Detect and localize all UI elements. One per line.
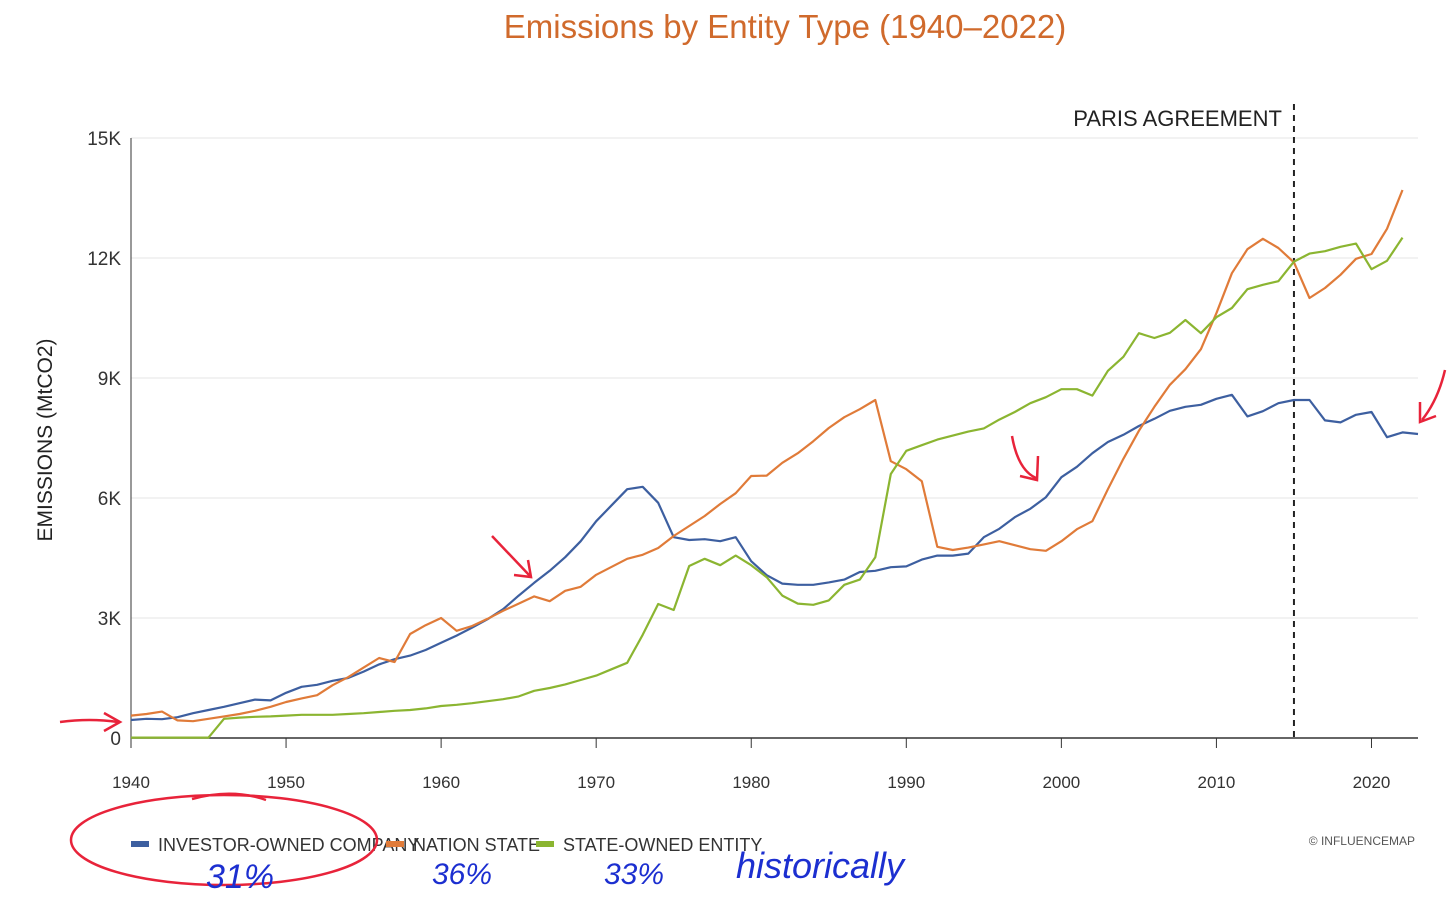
legend-label-state-owned-entity: STATE-OWNED ENTITY <box>563 835 762 855</box>
gridlines <box>130 137 1418 739</box>
red-arrow-annotation <box>1418 369 1447 424</box>
x-tick-label: 1940 <box>112 773 150 792</box>
legend-label-investor-owned-company: INVESTOR-OWNED COMPANY <box>158 835 419 855</box>
red-arrow-annotation <box>491 535 533 579</box>
red-arrow-annotation <box>59 711 123 733</box>
series-lines <box>130 189 1419 739</box>
series-line-nation-state <box>130 189 1404 723</box>
red-arrow-annotation <box>1010 435 1040 482</box>
handwritten-historically-note: historically <box>736 845 906 886</box>
y-axis-label: EMISSIONS (MtCO2) <box>34 338 57 541</box>
paris-agreement-marker: PARIS AGREEMENT <box>1073 104 1295 738</box>
x-tick-label: 1980 <box>732 773 770 792</box>
handwritten-state-percent: 33% <box>604 858 664 891</box>
series-line-state-owned-entity <box>131 236 1404 739</box>
x-tick-label: 1960 <box>422 773 460 792</box>
paris-agreement-label: PARIS AGREEMENT <box>1073 106 1282 131</box>
legend-label-nation-state: NATION STATE <box>413 835 540 855</box>
series-line-investor-owned-company <box>130 393 1419 722</box>
y-tick-label: 9K <box>98 369 122 390</box>
x-tick-label: 2020 <box>1353 773 1391 792</box>
y-tick-label: 15K <box>87 129 121 150</box>
x-tick-label: 1990 <box>887 773 925 792</box>
x-tick-labels: 1940 1950 1960 1970 1980 1990 2000 2010 2020 <box>112 738 1390 792</box>
handwritten-investor-percent: 31% <box>206 858 274 896</box>
legend-swatch-state-owned-entity <box>536 841 554 847</box>
y-tick-label: 12K <box>87 249 121 270</box>
credit-text: © INFLUENCEMAP <box>1309 834 1415 848</box>
handwritten-annotations: 31% 36% 33% historically <box>59 369 1447 896</box>
x-tick-label: 1970 <box>577 773 615 792</box>
x-tick-label: 2010 <box>1198 773 1236 792</box>
y-tick-label: 0 <box>110 729 121 750</box>
legend-swatch-nation-state <box>386 841 404 847</box>
y-tick-label: 3K <box>98 609 122 630</box>
chart-title: Emissions by Entity Type (1940–2022) <box>504 8 1067 45</box>
handwritten-nation-percent: 36% <box>432 858 492 891</box>
x-tick-label: 1950 <box>267 773 305 792</box>
y-tick-labels: 0 3K 6K 9K 12K 15K <box>87 129 121 750</box>
x-tick-label: 2000 <box>1042 773 1080 792</box>
red-circle-tail <box>191 792 267 802</box>
legend-swatch-investor-owned-company <box>131 841 149 847</box>
y-tick-label: 6K <box>98 489 122 510</box>
